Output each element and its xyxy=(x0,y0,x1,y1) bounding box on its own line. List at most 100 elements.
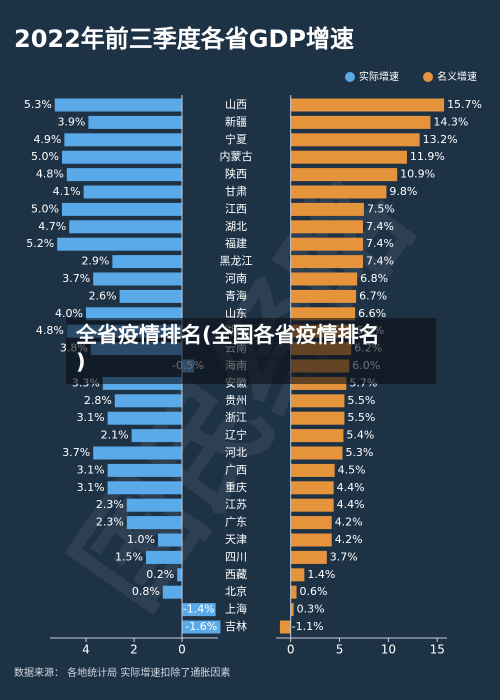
source: 数据来源： 各地统计局 实际增速扣除了通胀因素 xyxy=(14,666,230,679)
value-label: 6.6% xyxy=(358,307,386,320)
value-label: 5.3% xyxy=(24,98,52,111)
category-label: 江苏 xyxy=(225,498,247,511)
category-label: 黑龙江 xyxy=(220,255,253,268)
category-label: 河南 xyxy=(225,272,247,285)
value-label: 4.2% xyxy=(335,516,363,529)
bar xyxy=(290,115,431,129)
bar xyxy=(126,498,182,512)
bar xyxy=(290,568,305,582)
bar xyxy=(290,255,363,269)
x-tick-label: 2 xyxy=(130,643,138,657)
category-label: 新疆 xyxy=(225,114,247,128)
bar xyxy=(86,307,182,321)
x-tick-label: 4 xyxy=(82,643,90,657)
value-label: 0.8% xyxy=(132,585,160,598)
bar xyxy=(146,550,182,564)
category-label: 西藏 xyxy=(225,568,247,581)
value-label: 5.0% xyxy=(31,150,59,163)
value-label: 5.0% xyxy=(31,202,59,215)
x-tick-label: 10 xyxy=(381,643,396,657)
bar xyxy=(290,550,327,564)
value-label: 1.0% xyxy=(127,533,155,546)
value-label: 3.7% xyxy=(62,446,90,459)
value-label: 3.7% xyxy=(62,272,90,285)
value-label: 10.9% xyxy=(400,168,435,181)
value-label: 2.3% xyxy=(96,516,124,529)
value-label: 5.2% xyxy=(26,237,54,250)
value-label: 15.7% xyxy=(447,98,482,111)
bar xyxy=(119,289,182,303)
bar xyxy=(290,220,363,234)
legend-label: 名义增速 xyxy=(437,70,477,83)
value-label: 4.4% xyxy=(337,481,365,494)
value-label: 7.4% xyxy=(366,237,394,250)
category-label: 上海 xyxy=(225,602,247,616)
bar xyxy=(54,98,182,112)
value-label: 4.2% xyxy=(335,533,363,546)
bar xyxy=(290,202,364,216)
value-label: 4.8% xyxy=(36,324,64,337)
value-label: 3.7% xyxy=(330,550,358,563)
bar xyxy=(107,481,182,495)
category-label: 贵州 xyxy=(225,394,247,407)
category-label: 福建 xyxy=(225,236,247,250)
bar xyxy=(93,272,182,286)
value-label: -1.6% xyxy=(185,620,217,633)
value-label: 2.1% xyxy=(101,429,129,442)
bar xyxy=(83,185,182,199)
bar xyxy=(62,202,182,216)
bar xyxy=(290,429,344,443)
bar xyxy=(88,115,182,129)
value-label: 3.9% xyxy=(57,115,85,128)
bar xyxy=(62,150,182,164)
chart-title: 2022年前三季度各省GDP增速 xyxy=(14,25,354,53)
value-label: 14.3% xyxy=(433,115,468,128)
value-label: 9.8% xyxy=(389,185,417,198)
value-label: 2.9% xyxy=(81,255,109,268)
category-label: 山西 xyxy=(225,98,247,111)
bar xyxy=(290,150,407,164)
category-label: 浙江 xyxy=(225,411,247,424)
value-label: 4.0% xyxy=(55,307,83,320)
legend-label: 实际增速 xyxy=(359,70,399,83)
value-label: 4.9% xyxy=(33,133,61,146)
value-label: 7.4% xyxy=(366,220,394,233)
value-label: 2.6% xyxy=(89,289,117,302)
bar xyxy=(290,168,398,182)
x-tick-label: 0 xyxy=(178,643,186,657)
value-label: 6.8% xyxy=(360,272,388,285)
category-label: 重庆 xyxy=(225,480,247,494)
category-label: 甘肃 xyxy=(225,185,247,198)
bar xyxy=(126,516,182,530)
bar xyxy=(182,603,216,617)
value-label: 5.3% xyxy=(345,446,373,459)
bar xyxy=(290,603,294,617)
category-label: 江西 xyxy=(225,202,247,215)
value-label: 2.3% xyxy=(96,498,124,511)
value-label: 7.5% xyxy=(367,202,395,215)
overlay: 全省疫情排名(全国各省疫情排名) xyxy=(66,318,436,384)
category-label: 宁夏 xyxy=(225,132,247,146)
value-label: 3.1% xyxy=(77,481,105,494)
value-label: 1.4% xyxy=(307,568,335,581)
bar xyxy=(107,411,182,425)
bar xyxy=(290,498,334,512)
category-label: 内蒙古 xyxy=(220,149,253,163)
bar xyxy=(290,446,343,460)
category-label: 天津 xyxy=(225,533,247,546)
category-label: 河北 xyxy=(225,446,247,459)
bar xyxy=(93,446,182,460)
bar xyxy=(290,463,335,477)
category-label: 山东 xyxy=(225,307,247,320)
legend-swatch xyxy=(345,72,355,82)
bar xyxy=(114,394,182,408)
value-label: 11.9% xyxy=(410,150,445,163)
bar xyxy=(69,220,182,234)
value-label: 5.5% xyxy=(347,411,375,424)
bar xyxy=(290,411,345,425)
value-label: 13.2% xyxy=(423,133,458,146)
bar xyxy=(162,585,182,599)
bar xyxy=(290,516,332,530)
